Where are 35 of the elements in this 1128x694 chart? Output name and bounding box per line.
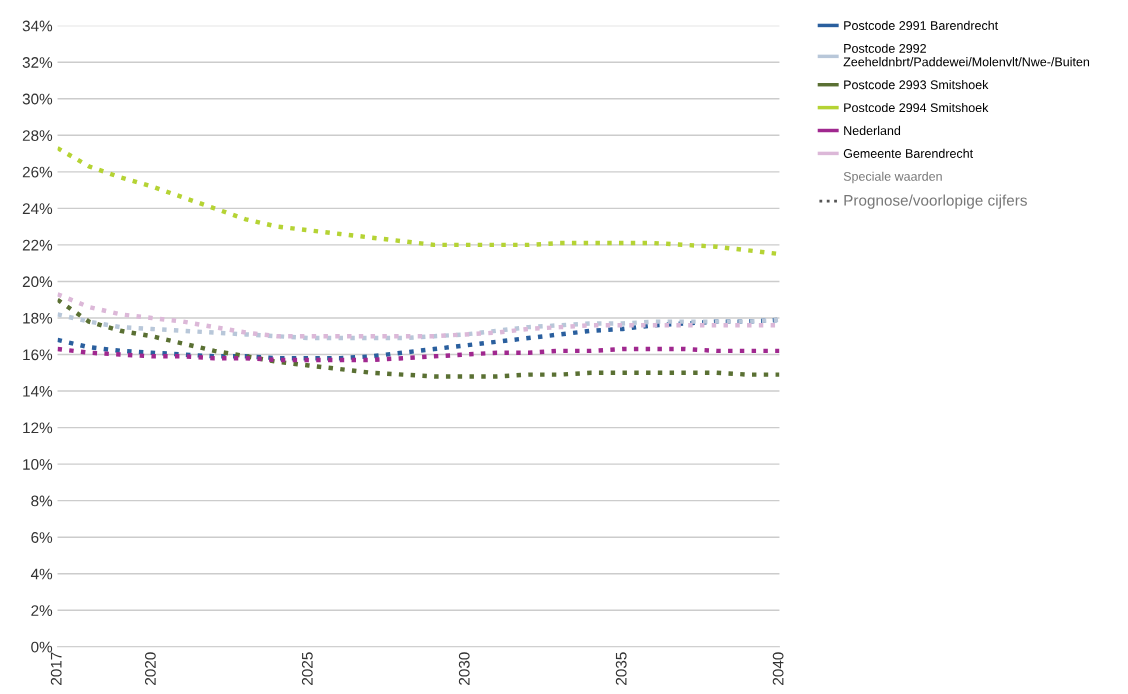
y-tick-label: 32% xyxy=(22,57,53,68)
x-tick-label: 2025 xyxy=(301,652,313,685)
text: Prognose/voorlopige cijfers xyxy=(844,194,1027,209)
y-tick-label: 4% xyxy=(30,568,53,580)
legend-label: Postcode 2991 Barendrecht xyxy=(844,20,999,30)
y-tick-label: 8% xyxy=(31,495,53,507)
legend-label: Postcode 2992 Zeeheldnbrt/Paddewei/Molenvlt/Nwe-/Buiten xyxy=(843,43,1090,67)
y-tick-label: 20% xyxy=(22,276,53,288)
y-tick-label: 2% xyxy=(31,605,53,616)
y-tick-label: 26% xyxy=(22,166,53,178)
y-tick-label: 22% xyxy=(22,239,53,251)
line-series xyxy=(57,312,780,341)
legend-label: Nederland xyxy=(844,125,901,136)
y-tick-label: 30% xyxy=(22,93,53,105)
x-tick-label: 2040 xyxy=(772,652,784,685)
y-tick-label: 12% xyxy=(23,422,53,434)
y-tick-label: 6% xyxy=(31,532,53,543)
y-tick-label: 16% xyxy=(23,349,53,361)
x-tick-label: 2020 xyxy=(144,652,156,685)
y-tick-label: 18% xyxy=(23,312,53,324)
y-tick-label: 34% xyxy=(22,20,53,32)
x-tick-label: 2035 xyxy=(615,652,627,685)
line-series xyxy=(57,346,780,363)
line-series xyxy=(57,297,780,379)
legend-label: Postcode 2993 Smitshoek xyxy=(844,80,989,90)
legend-label: Postcode 2994 Smitshoek xyxy=(844,102,989,113)
text: Speciale waarden xyxy=(843,171,942,184)
y-tick-label: 14% xyxy=(23,385,53,397)
y-tick-label: 10% xyxy=(23,458,53,470)
legend-label: Gemeente Barendrecht xyxy=(843,148,974,158)
y-tick-label: 28% xyxy=(22,130,53,141)
x-tick-label: 2017 xyxy=(50,652,62,685)
x-tick-label: 2030 xyxy=(458,652,470,685)
y-tick-label: 24% xyxy=(22,203,53,214)
y-tick-label: 0% xyxy=(31,641,53,653)
